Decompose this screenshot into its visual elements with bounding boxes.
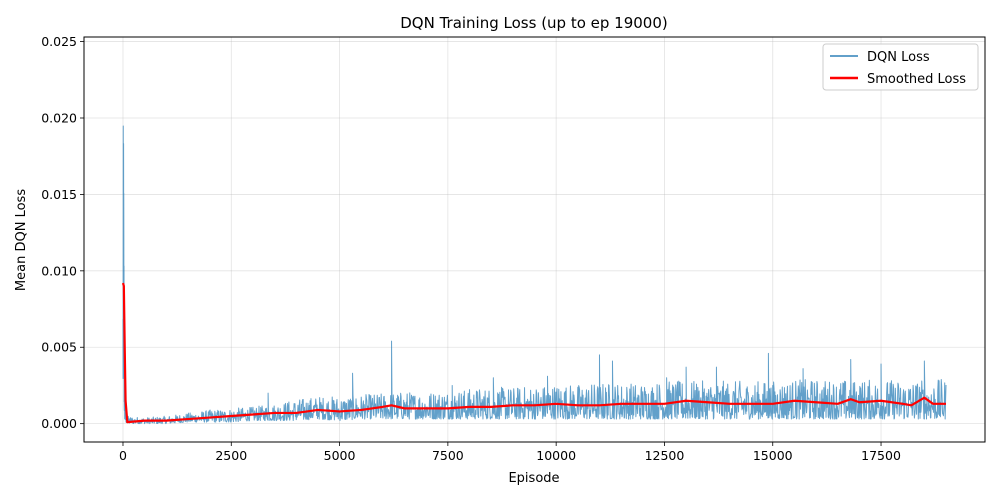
y-tick-label: 0.000 <box>41 416 77 431</box>
y-tick-label: 0.020 <box>41 111 77 126</box>
x-tick-label: 0 <box>119 448 127 463</box>
legend-label-smoothed-loss: Smoothed Loss <box>867 72 966 87</box>
y-axis: 0.000 0.005 0.010 0.015 0.020 0.025 <box>41 34 84 431</box>
x-tick-label: 2500 <box>215 448 247 463</box>
legend: DQN Loss Smoothed Loss <box>822 43 979 91</box>
x-tick-label: 5000 <box>324 448 356 463</box>
x-tick-label: 12500 <box>645 448 685 463</box>
x-tick-label: 7500 <box>432 448 464 463</box>
legend-label-dqn-loss: DQN Loss <box>867 50 930 65</box>
y-tick-label: 0.015 <box>41 187 77 202</box>
plot-frame <box>83 36 986 443</box>
series-layer <box>121 125 947 425</box>
x-axis-label: Episode <box>508 471 559 486</box>
x-tick-label: 17500 <box>861 448 901 463</box>
y-tick-label: 0.005 <box>41 340 77 355</box>
chart-title: DQN Training Loss (up to ep 19000) <box>400 14 668 32</box>
x-tick-label: 15000 <box>753 448 793 463</box>
legend-box <box>822 43 979 91</box>
y-tick-label: 0.025 <box>41 34 77 49</box>
series-line-dqn-loss <box>122 125 947 425</box>
y-tick-label: 0.010 <box>41 263 77 278</box>
x-axis: 0 2500 5000 7500 10000 12500 15000 17500 <box>119 442 901 463</box>
series-line-smoothed-loss <box>121 282 947 424</box>
grid <box>84 37 985 442</box>
y-axis-label: Mean DQN Loss <box>14 189 29 291</box>
x-tick-label: 10000 <box>536 448 576 463</box>
